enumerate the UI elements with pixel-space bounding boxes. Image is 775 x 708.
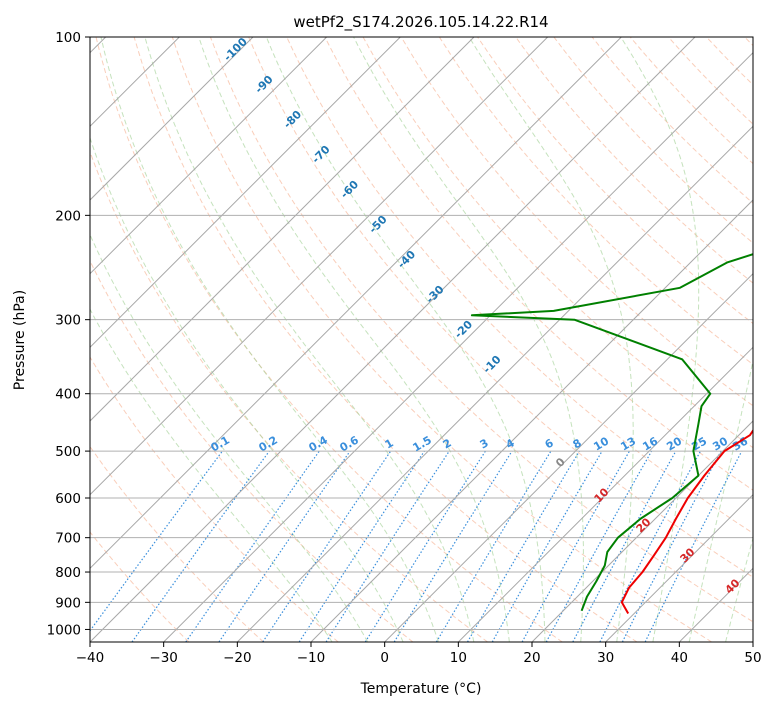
y-tick-label: 900 bbox=[55, 595, 81, 611]
y-axis-label: Pressure (hPa) bbox=[12, 290, 28, 390]
dry-adiabat bbox=[324, 37, 753, 491]
x-tick-label: 30 bbox=[597, 650, 614, 666]
dry-adiabat bbox=[362, 37, 753, 449]
moist-adiabat bbox=[198, 37, 510, 642]
dry-adiabat bbox=[591, 37, 753, 204]
dry-adiabat bbox=[95, 37, 563, 642]
dry-adiabat bbox=[209, 37, 753, 623]
moist-adiabat bbox=[353, 37, 584, 642]
mixing-ratio-line bbox=[298, 450, 425, 642]
isotherm-line bbox=[752, 641, 753, 642]
dry-adiabat bbox=[171, 37, 712, 642]
mixing-ratio-line bbox=[364, 450, 486, 642]
x-axis-label: Temperature (°C) bbox=[360, 681, 482, 697]
x-tick-label: −10 bbox=[297, 650, 326, 666]
mixing-ratio-line bbox=[435, 450, 552, 642]
isotherm-line bbox=[90, 37, 549, 496]
mixing-ratio-line bbox=[521, 450, 631, 642]
x-tick-label: 40 bbox=[671, 650, 688, 666]
data-series bbox=[470, 253, 753, 614]
dry-adiabat bbox=[515, 37, 753, 284]
mixing-ratio-line bbox=[325, 450, 450, 642]
moist-adiabat bbox=[620, 37, 700, 642]
mixing-ratio-line bbox=[262, 450, 392, 642]
y-tick-label: 100 bbox=[55, 30, 81, 46]
y-tick-label: 500 bbox=[55, 444, 81, 460]
dry-adiabat bbox=[90, 150, 488, 642]
isotherm-line bbox=[90, 37, 696, 642]
moist-adiabat bbox=[468, 37, 634, 642]
moist-adiabat bbox=[100, 37, 439, 642]
plot-area bbox=[90, 37, 753, 642]
moist-adiabat bbox=[265, 37, 546, 642]
isotherm-line bbox=[90, 37, 622, 570]
x-tick-label: −30 bbox=[149, 650, 178, 666]
dry-adiabat bbox=[438, 37, 753, 366]
plot-frame bbox=[89, 36, 754, 643]
x-tick-label: 0 bbox=[380, 650, 389, 666]
isotherm-line bbox=[310, 199, 753, 642]
mixing-ratio-line bbox=[185, 450, 320, 642]
moist-adiabat bbox=[90, 233, 369, 642]
mixing-ratio-line bbox=[218, 450, 351, 642]
isotherm-line bbox=[457, 346, 753, 642]
mixing-ratio-line bbox=[644, 450, 743, 642]
moist-adiabat bbox=[144, 37, 475, 642]
x-tick-label: −20 bbox=[223, 650, 252, 666]
moist-adiabat bbox=[90, 308, 333, 642]
y-tick-label: 300 bbox=[55, 313, 81, 329]
axes: −40 −30 −20 −10 0 10 20 30 40 50 1000 900 800 700 600 5… bbox=[47, 30, 762, 666]
isotherm-line bbox=[90, 37, 328, 275]
moist-adiabat bbox=[688, 358, 753, 642]
dry-adiabat bbox=[476, 37, 753, 325]
dry-adiabat bbox=[286, 37, 753, 534]
y-tick-label: 200 bbox=[55, 208, 81, 224]
isotherm-line bbox=[90, 37, 254, 201]
y-tick-label: 1000 bbox=[47, 622, 81, 638]
axes-frame bbox=[89, 36, 754, 643]
plot-background bbox=[90, 37, 753, 642]
isotherm-line bbox=[90, 37, 401, 349]
mixing-ratio-line bbox=[572, 450, 677, 642]
isotherm-line bbox=[163, 51, 753, 642]
y-tick-label: 700 bbox=[55, 531, 81, 547]
mixing-ratio-line bbox=[90, 450, 223, 632]
mixing-ratio-line bbox=[393, 450, 513, 642]
background-lines bbox=[90, 37, 753, 642]
mixing-ratio-line bbox=[621, 450, 722, 642]
y-tick-label: 400 bbox=[55, 387, 81, 403]
isotherm-line bbox=[531, 420, 753, 642]
y-tick-label: 800 bbox=[55, 565, 81, 581]
x-tick-label: 10 bbox=[450, 650, 467, 666]
isotherm-line bbox=[384, 272, 753, 642]
mixing-ratio-line bbox=[599, 450, 702, 642]
x-tick-label: 50 bbox=[744, 650, 761, 666]
isotherm-line bbox=[236, 125, 753, 642]
chart-title: wetPf2_S174.2026.105.14.22.R14 bbox=[293, 13, 548, 32]
moist-adiabat bbox=[90, 136, 404, 642]
dry-adiabat bbox=[400, 37, 753, 407]
isotherm-line bbox=[90, 37, 475, 422]
moist-adiabat bbox=[725, 536, 753, 642]
isotherm-line bbox=[605, 493, 753, 642]
dry-adiabat bbox=[90, 356, 339, 642]
temperature-profile bbox=[620, 428, 753, 614]
mixing-ratio-line bbox=[545, 450, 653, 642]
y-tick-label: 600 bbox=[55, 491, 81, 507]
dry-adiabat bbox=[90, 259, 414, 642]
x-tick-label: −40 bbox=[76, 650, 105, 666]
x-tick-label: 20 bbox=[523, 650, 540, 666]
dry-adiabat bbox=[248, 37, 753, 578]
mixing-ratio-line bbox=[131, 450, 270, 642]
dewpoint-profile bbox=[470, 253, 753, 612]
dry-adiabat bbox=[90, 531, 190, 642]
